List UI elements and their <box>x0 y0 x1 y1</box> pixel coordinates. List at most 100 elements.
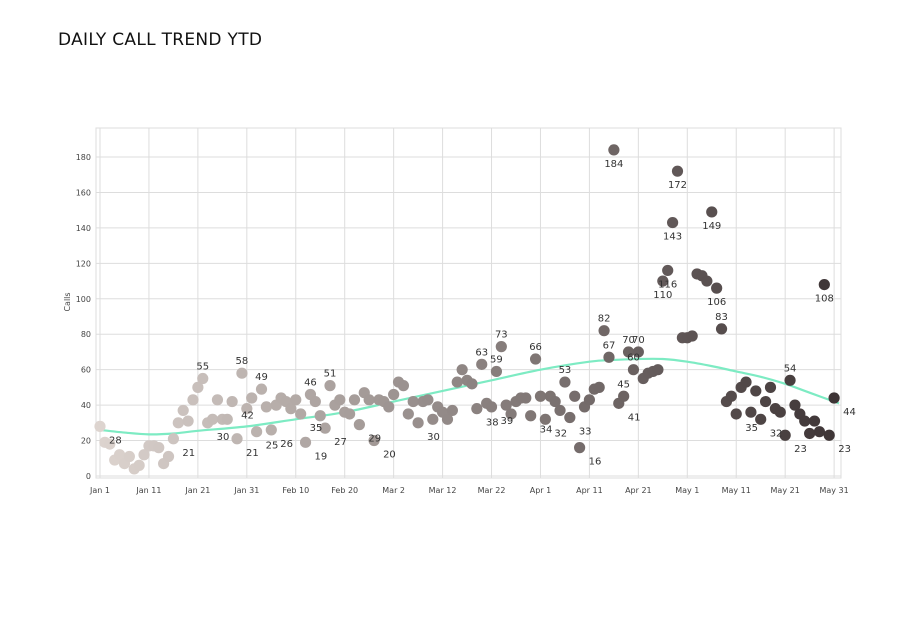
y-tick-label: 40 <box>81 401 91 410</box>
data-point <box>456 364 468 376</box>
x-tick-label: Mar 22 <box>478 486 506 495</box>
x-tick-label: Jan 11 <box>135 486 161 495</box>
data-label: 34 <box>540 425 553 436</box>
data-point <box>632 346 644 358</box>
data-point <box>730 408 742 420</box>
data-point <box>525 410 537 422</box>
x-tick-label: May 21 <box>771 486 800 495</box>
data-point <box>662 264 674 277</box>
data-label: 70 <box>632 335 645 346</box>
data-point <box>564 411 576 424</box>
data-point <box>104 438 116 450</box>
data-point <box>574 442 586 454</box>
data-point <box>94 420 106 432</box>
data-point <box>348 394 361 406</box>
data-point <box>755 413 767 425</box>
data-point <box>153 442 165 454</box>
data-point <box>172 417 184 429</box>
data-point <box>701 275 713 287</box>
data-point <box>490 365 503 378</box>
x-tick-label: Mar 2 <box>382 486 405 495</box>
data-point <box>138 449 150 461</box>
y-tick-label: 120 <box>76 259 91 268</box>
data-point <box>324 380 336 392</box>
data-point <box>725 390 737 402</box>
data-label: 41 <box>628 412 641 423</box>
data-label: 70 <box>622 335 635 346</box>
data-label: 20 <box>383 450 396 461</box>
data-point <box>290 394 302 406</box>
data-label: 23 <box>794 444 807 455</box>
data-point <box>520 392 532 404</box>
data-point <box>593 381 605 393</box>
data-label: 35 <box>745 423 758 434</box>
data-point <box>299 436 312 448</box>
data-point <box>388 388 400 401</box>
data-label: 58 <box>236 356 249 367</box>
data-point <box>471 403 483 415</box>
data-label: 28 <box>109 435 122 446</box>
data-point <box>818 279 830 291</box>
x-tick-label: May 31 <box>819 486 848 495</box>
data-point <box>265 424 277 436</box>
data-point <box>197 372 209 385</box>
data-point <box>569 390 581 402</box>
y-tick-label: 140 <box>76 224 91 233</box>
data-label: 51 <box>324 369 337 380</box>
data-point <box>255 383 268 395</box>
data-point <box>495 341 507 353</box>
data-point <box>813 426 826 438</box>
data-point <box>779 429 791 441</box>
data-point <box>627 364 640 376</box>
plot-area-border <box>95 127 842 479</box>
data-point <box>211 394 224 406</box>
x-tick-label: Feb 20 <box>331 486 358 495</box>
y-tick-label: 0 <box>86 472 91 481</box>
x-tick-label: Jan 31 <box>233 486 259 495</box>
data-label: 27 <box>334 437 347 448</box>
chart-title: DAILY CALL TREND YTD <box>58 30 263 50</box>
axis-layer: 0 20 40 60 80 100 120 140 160 180 Jan 1 Jan 11 Jan 2… <box>76 153 849 495</box>
data-point <box>706 206 718 218</box>
data-point <box>446 404 458 417</box>
data-point <box>657 275 669 287</box>
trend-layer <box>99 357 840 436</box>
data-point <box>608 144 620 156</box>
data-point <box>598 325 610 337</box>
data-point <box>715 323 728 335</box>
data-point <box>485 401 498 413</box>
data-point <box>113 449 126 461</box>
data-point <box>539 413 551 425</box>
y-tick-label: 180 <box>76 153 91 162</box>
data-label: 82 <box>598 314 611 325</box>
x-tick-label: May 11 <box>722 486 751 495</box>
data-point <box>187 394 199 406</box>
data-label: 83 <box>715 312 728 323</box>
x-tick-label: Jan 1 <box>89 486 110 495</box>
data-point <box>368 434 380 447</box>
data-point <box>529 353 542 365</box>
data-label: 60 <box>627 353 640 364</box>
data-point <box>221 413 233 425</box>
y-axis-title: Calls <box>63 292 72 311</box>
data-point <box>476 358 488 370</box>
y-tick-label: 160 <box>76 188 91 197</box>
data-point <box>759 395 772 408</box>
data-point <box>583 394 596 406</box>
data-point <box>412 417 424 429</box>
data-label: 106 <box>707 297 726 308</box>
data-label: 116 <box>658 279 677 290</box>
data-label: 63 <box>475 347 488 358</box>
data-point <box>686 330 698 342</box>
y-tick-label: 100 <box>76 295 91 304</box>
data-point <box>314 410 326 422</box>
data-label: 53 <box>559 365 572 376</box>
data-label: 172 <box>668 180 687 191</box>
data-point <box>167 433 180 445</box>
data-point <box>407 395 419 408</box>
data-point <box>251 426 263 438</box>
data-label: 184 <box>604 159 623 170</box>
data-point <box>123 450 135 463</box>
data-point <box>549 395 561 408</box>
